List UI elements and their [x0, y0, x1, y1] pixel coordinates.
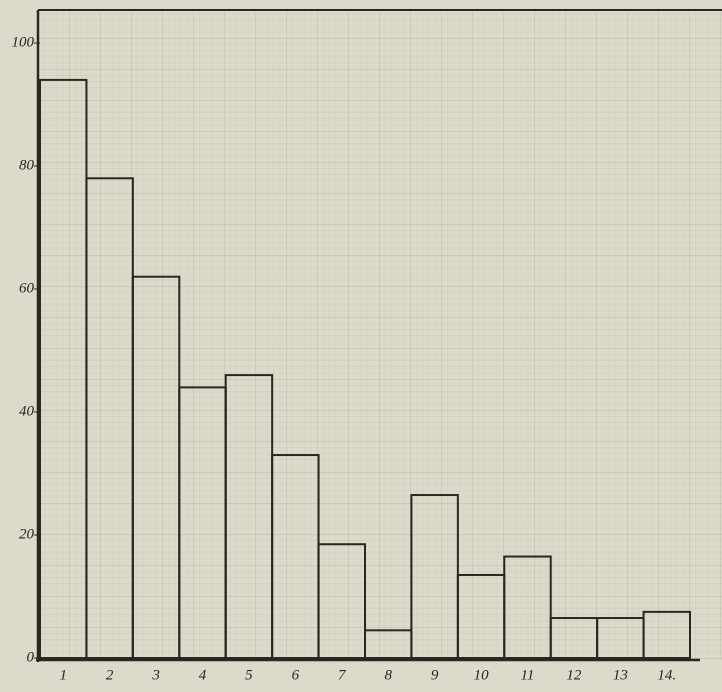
x-tick-label: 13 — [613, 667, 628, 683]
x-tick-label: 9 — [431, 667, 439, 683]
y-tick-label: 20 — [19, 526, 35, 542]
y-tick-label: 100 — [12, 34, 35, 50]
x-tick-label: 12 — [566, 667, 582, 683]
x-tick-label: 11 — [521, 667, 535, 683]
y-tick-label: 80 — [19, 157, 35, 173]
y-tick-label: 40 — [19, 403, 35, 419]
x-tick-label: 4 — [199, 667, 207, 683]
y-tick-label: 0 — [27, 649, 35, 665]
x-tick-label: 3 — [151, 667, 160, 683]
y-tick-label: 60 — [19, 280, 35, 296]
x-tick-label: 6 — [292, 667, 300, 683]
x-tick-label: 1 — [59, 667, 67, 683]
x-tick-label: 10 — [474, 667, 490, 683]
chart: 0204060801001234567891011121314. — [0, 0, 722, 692]
page: 0204060801001234567891011121314. (() => … — [0, 0, 722, 692]
x-tick-label: 14. — [657, 667, 676, 683]
x-tick-label: 5 — [245, 667, 253, 683]
x-tick-label: 2 — [106, 667, 114, 683]
x-tick-label: 8 — [384, 667, 392, 683]
graph-paper — [38, 12, 722, 660]
